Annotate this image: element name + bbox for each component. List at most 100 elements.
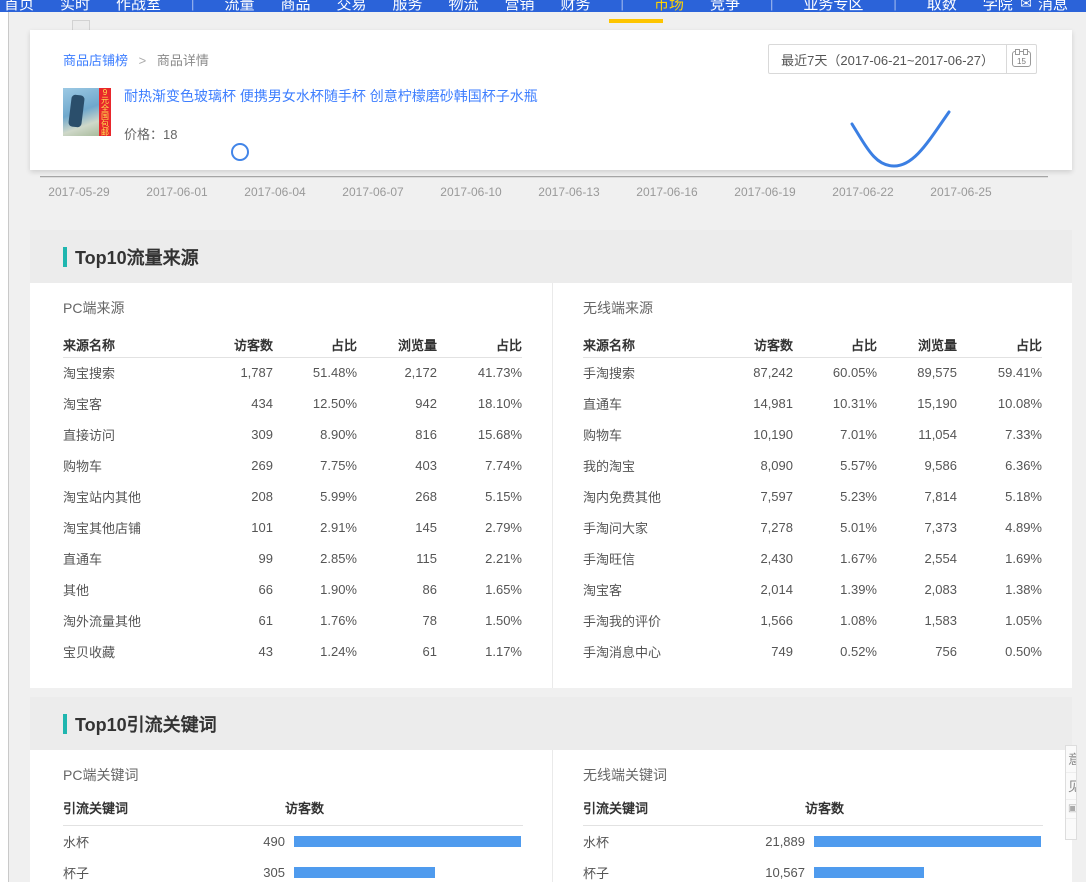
keyword-visitors: 10,567 bbox=[765, 865, 805, 880]
source-value: 2,430 bbox=[760, 551, 793, 566]
section-header: Top10流量来源 bbox=[30, 230, 1072, 283]
nav-item-交易[interactable]: 交易 bbox=[336, 0, 367, 12]
source-value: 5.18% bbox=[1005, 489, 1042, 504]
feedback-icon: ▣ bbox=[1066, 800, 1076, 819]
widget-fragment bbox=[72, 20, 90, 30]
product-title-link[interactable]: 耐热渐变色玻璃杯 便携男女水杯随手杯 创意柠檬磨砂韩国杯子水瓶 bbox=[124, 88, 538, 104]
source-value: 1,583 bbox=[924, 613, 957, 628]
source-value: 7,814 bbox=[924, 489, 957, 504]
nav-item-物流[interactable]: 物流 bbox=[448, 0, 479, 12]
pc-keywords-panel: PC端关键词 引流关键词 访客数 水杯 490 杯子 305 bbox=[30, 750, 552, 882]
source-value: 18.10% bbox=[477, 396, 522, 411]
chart-x-axis-line bbox=[40, 176, 1048, 178]
left-edge-strip bbox=[0, 12, 9, 882]
x-axis-tick: 2017-06-13 bbox=[538, 185, 600, 199]
source-value: 61 bbox=[258, 613, 273, 628]
message-envelope-icon: ✉ bbox=[1020, 0, 1032, 11]
source-value: 87,242 bbox=[753, 365, 793, 381]
source-value: 816 bbox=[415, 427, 437, 442]
source-row: 宝贝收藏 43 1.24% 61 1.17% bbox=[63, 636, 522, 667]
source-value: 8,090 bbox=[760, 458, 793, 473]
nav-item-市场[interactable]: 市场 bbox=[653, 0, 684, 12]
nav-item-作战室[interactable]: 作战室 bbox=[116, 0, 162, 12]
source-row: 淘宝搜索 1,787 51.48% 2,172 41.73% bbox=[63, 357, 522, 388]
source-name: 直接访问 bbox=[63, 428, 116, 443]
nav-item-实时[interactable]: 实时 bbox=[60, 0, 91, 12]
nav-item-学院[interactable]: 学院 bbox=[982, 0, 1013, 12]
source-value: 1.17% bbox=[485, 644, 522, 659]
source-value: 99 bbox=[258, 551, 273, 566]
keyword-row: 杯子 10,567 bbox=[583, 857, 1043, 882]
x-axis-tick: 2017-06-25 bbox=[930, 185, 992, 199]
keyword-bar bbox=[294, 867, 435, 878]
source-value: 2,554 bbox=[924, 551, 957, 566]
product-badge: 9元全国包邮 bbox=[99, 88, 111, 136]
source-value: 59.41% bbox=[997, 365, 1042, 381]
source-name: 直通车 bbox=[583, 397, 623, 412]
nav-messages-item[interactable]: ✉ 消息 bbox=[1020, 0, 1068, 12]
source-value: 51.48% bbox=[312, 365, 357, 381]
nav-item-财务[interactable]: 财务 bbox=[560, 0, 591, 12]
calendar-button[interactable]: 15 bbox=[1006, 45, 1036, 73]
nav-divider: | bbox=[769, 0, 774, 11]
source-row: 淘外流量其他 61 1.76% 78 1.50% bbox=[63, 605, 522, 636]
nav-item-竞争[interactable]: 竞争 bbox=[709, 0, 740, 12]
column-header: 占比 bbox=[437, 325, 522, 358]
accent-bar bbox=[63, 246, 67, 267]
feedback-label-char: 见 bbox=[1066, 773, 1076, 800]
nav-item-业务专区[interactable]: 业务专区 bbox=[803, 0, 864, 12]
date-range-picker[interactable]: 最近7天（2017-06-21~2017-06-27） 15 bbox=[768, 44, 1037, 74]
nav-item-商品[interactable]: 商品 bbox=[280, 0, 311, 12]
source-value: 208 bbox=[251, 489, 273, 504]
nav-divider: | bbox=[893, 0, 897, 11]
column-header: 浏览量 bbox=[357, 325, 437, 358]
source-name: 手淘我的评价 bbox=[583, 614, 662, 629]
nav-item-首页[interactable]: 首页 bbox=[4, 0, 35, 12]
source-value: 86 bbox=[422, 582, 437, 597]
column-header: 浏览量 bbox=[877, 325, 957, 358]
pc-sources-label: PC端来源 bbox=[63, 300, 125, 316]
source-value: 1.05% bbox=[1005, 613, 1042, 628]
source-value: 5.57% bbox=[840, 458, 877, 473]
source-name: 淘宝其他店铺 bbox=[63, 521, 142, 536]
source-row: 淘宝客 434 12.50% 942 18.10% bbox=[63, 388, 522, 419]
source-value: 7.75% bbox=[320, 458, 357, 473]
source-value: 5.01% bbox=[840, 520, 877, 535]
column-header: 占比 bbox=[273, 325, 357, 358]
source-value: 2.85% bbox=[320, 551, 357, 566]
nav-item-流量[interactable]: 流量 bbox=[224, 0, 255, 12]
source-row: 直通车 14,981 10.31% 15,190 10.08% bbox=[583, 388, 1042, 419]
source-value: 145 bbox=[415, 520, 437, 535]
nav-item-取数[interactable]: 取数 bbox=[926, 0, 957, 12]
breadcrumb-link-rank[interactable]: 商品店铺榜 bbox=[63, 53, 129, 68]
keyword-visitors: 21,889 bbox=[765, 834, 805, 849]
source-value: 2,014 bbox=[760, 582, 793, 597]
source-value: 7.74% bbox=[485, 458, 522, 473]
column-header: 来源名称 bbox=[583, 325, 703, 358]
source-value: 0.52% bbox=[840, 644, 877, 659]
nav-item-营销[interactable]: 营销 bbox=[504, 0, 535, 12]
source-value: 403 bbox=[415, 458, 437, 473]
source-value: 268 bbox=[415, 489, 437, 504]
section-header: Top10引流关键词 bbox=[30, 697, 1072, 750]
source-value: 10,190 bbox=[753, 427, 793, 442]
source-value: 5.99% bbox=[320, 489, 357, 504]
column-header: 占比 bbox=[793, 325, 877, 358]
keyword-table-header: 引流关键词 访客数 bbox=[583, 792, 1043, 826]
product-thumbnail[interactable]: 9元全国包邮 bbox=[63, 88, 111, 136]
source-value: 7,373 bbox=[924, 520, 957, 535]
source-row: 手淘搜索 87,242 60.05% 89,575 59.41% bbox=[583, 357, 1042, 388]
feedback-widget[interactable]: 意见▣ bbox=[1065, 745, 1077, 840]
column-header: 访客数 bbox=[703, 325, 793, 358]
keyword-name: 水杯 bbox=[63, 835, 90, 850]
source-value: 9,586 bbox=[924, 458, 957, 473]
x-axis-tick: 2017-06-07 bbox=[342, 185, 404, 199]
column-header: 访客数 bbox=[805, 801, 845, 816]
keyword-bar-track bbox=[294, 867, 521, 878]
pc-keywords-table: 引流关键词 访客数 水杯 490 杯子 305 bbox=[63, 792, 523, 882]
column-header: 访客数 bbox=[183, 325, 273, 358]
nav-item-服务[interactable]: 服务 bbox=[392, 0, 423, 12]
source-value: 0.50% bbox=[1005, 644, 1042, 659]
source-value: 11,054 bbox=[918, 427, 957, 442]
wireless-sources-table: 来源名称 访客数 占比 浏览量 占比 手淘搜索 87,242 60.05% 89,575 59.4… bbox=[583, 325, 1042, 667]
